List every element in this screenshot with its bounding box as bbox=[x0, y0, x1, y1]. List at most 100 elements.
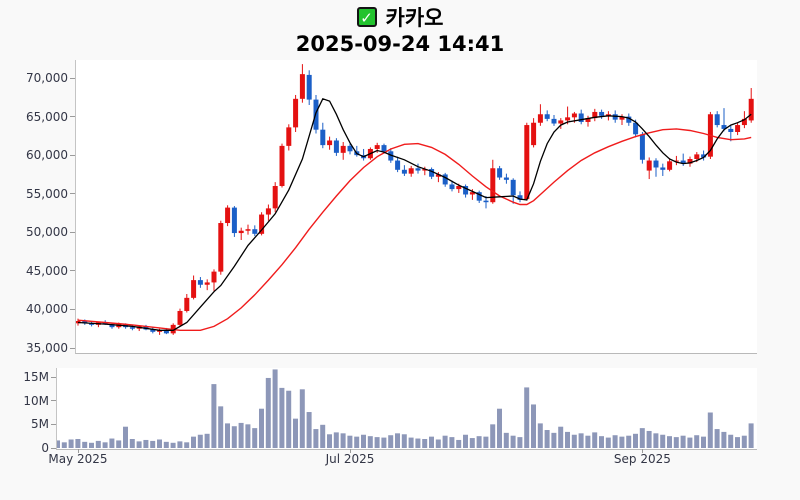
volume-bar bbox=[82, 441, 88, 448]
volume-bar bbox=[218, 406, 224, 448]
volume-bar bbox=[673, 437, 679, 448]
candle-body bbox=[299, 74, 305, 99]
volume-bar bbox=[129, 439, 135, 448]
candle-body bbox=[293, 98, 299, 128]
axis-tickmark bbox=[70, 77, 75, 79]
candle-body bbox=[571, 113, 577, 118]
candle-body bbox=[619, 116, 625, 120]
volume-bar bbox=[585, 435, 591, 448]
candle-body bbox=[694, 154, 700, 159]
candlestick-plot bbox=[75, 64, 754, 335]
volume-bar bbox=[653, 433, 659, 448]
axis-tickmark bbox=[70, 116, 75, 118]
volume-bar bbox=[646, 430, 652, 448]
volume-bar bbox=[701, 436, 706, 448]
volume-bar bbox=[197, 434, 203, 448]
candle-body bbox=[381, 145, 387, 152]
volume-bar bbox=[694, 435, 700, 448]
candle-body bbox=[340, 145, 346, 153]
candle-body bbox=[653, 160, 659, 168]
volume-bar bbox=[626, 435, 632, 448]
candle-body bbox=[490, 168, 496, 203]
candle-body bbox=[435, 174, 441, 177]
volume-bar bbox=[55, 440, 60, 448]
price-tick-label: 45,000 bbox=[26, 263, 68, 278]
volume-bar bbox=[619, 436, 625, 448]
volume-bar bbox=[340, 433, 346, 448]
candle-body bbox=[524, 125, 530, 200]
volume-bar bbox=[497, 408, 502, 448]
candle-body bbox=[231, 207, 237, 234]
candle-body bbox=[211, 271, 217, 283]
date-tick-label: May 2025 bbox=[48, 452, 108, 466]
axis-tickmark bbox=[51, 376, 56, 378]
candle-body bbox=[510, 179, 516, 196]
volume-bar bbox=[422, 439, 428, 448]
candle-body bbox=[204, 282, 210, 285]
volume-bar bbox=[605, 437, 611, 448]
title-row: ✓ 카카오 bbox=[0, 4, 800, 30]
candle-body bbox=[721, 125, 727, 129]
candle-body bbox=[408, 168, 414, 174]
candle-body bbox=[225, 207, 231, 224]
candle-body bbox=[388, 151, 394, 161]
volume-bar bbox=[286, 390, 292, 448]
candle-body bbox=[633, 122, 639, 135]
candle-body bbox=[565, 117, 571, 121]
volume-bar bbox=[639, 428, 645, 448]
volume-bar bbox=[231, 426, 237, 448]
volume-bar bbox=[667, 436, 672, 448]
volume-bar bbox=[306, 412, 312, 448]
candle-body bbox=[626, 116, 632, 123]
volume-bar bbox=[381, 437, 387, 448]
candle-body bbox=[735, 125, 741, 132]
candle-body bbox=[449, 184, 455, 190]
volume-bar bbox=[225, 423, 230, 448]
volume-bar bbox=[61, 442, 67, 448]
candle-body bbox=[728, 128, 734, 132]
candle-body bbox=[599, 111, 605, 116]
candle-body bbox=[741, 118, 747, 126]
volume-bar bbox=[551, 432, 557, 448]
volume-bar bbox=[75, 439, 81, 448]
volume-bar bbox=[714, 429, 720, 448]
price-chart bbox=[75, 60, 757, 354]
volume-bar bbox=[388, 435, 394, 448]
volume-bar bbox=[272, 369, 278, 448]
axis-tickmark bbox=[51, 400, 56, 402]
volume-bar bbox=[660, 434, 666, 448]
price-tick-label: 55,000 bbox=[26, 186, 68, 201]
candle-body bbox=[578, 113, 584, 122]
volume-bar bbox=[429, 436, 434, 448]
candle-body bbox=[639, 134, 645, 160]
volume-bar bbox=[483, 436, 489, 448]
volume-bar bbox=[259, 408, 264, 448]
candle-body bbox=[660, 167, 666, 170]
volume-bar bbox=[503, 432, 509, 448]
price-tick-label: 60,000 bbox=[26, 148, 68, 163]
volume-bar bbox=[599, 436, 604, 448]
volume-bar bbox=[109, 438, 115, 448]
candle-body bbox=[531, 122, 537, 146]
volume-bar bbox=[531, 404, 536, 448]
candle-body bbox=[497, 168, 503, 178]
candle-body bbox=[306, 74, 312, 100]
axis-tickmark bbox=[349, 449, 351, 453]
candle-body bbox=[395, 160, 401, 170]
candle-body bbox=[286, 127, 292, 146]
candle-body bbox=[537, 114, 543, 123]
volume-bar bbox=[395, 433, 400, 448]
volume-bar bbox=[748, 423, 754, 448]
candle-body bbox=[374, 145, 380, 149]
candle-body bbox=[347, 145, 353, 152]
volume-bar bbox=[116, 440, 122, 448]
volume-bar bbox=[741, 435, 747, 448]
legend-checkbox-icon[interactable]: ✓ bbox=[356, 7, 377, 27]
volume-bar bbox=[333, 432, 339, 448]
volume-bar bbox=[252, 428, 258, 448]
volume-bar bbox=[143, 439, 149, 448]
candle-body bbox=[422, 169, 428, 171]
axis-tickmark bbox=[70, 193, 75, 195]
candle-body bbox=[191, 280, 197, 298]
axis-tickmark bbox=[51, 423, 56, 425]
